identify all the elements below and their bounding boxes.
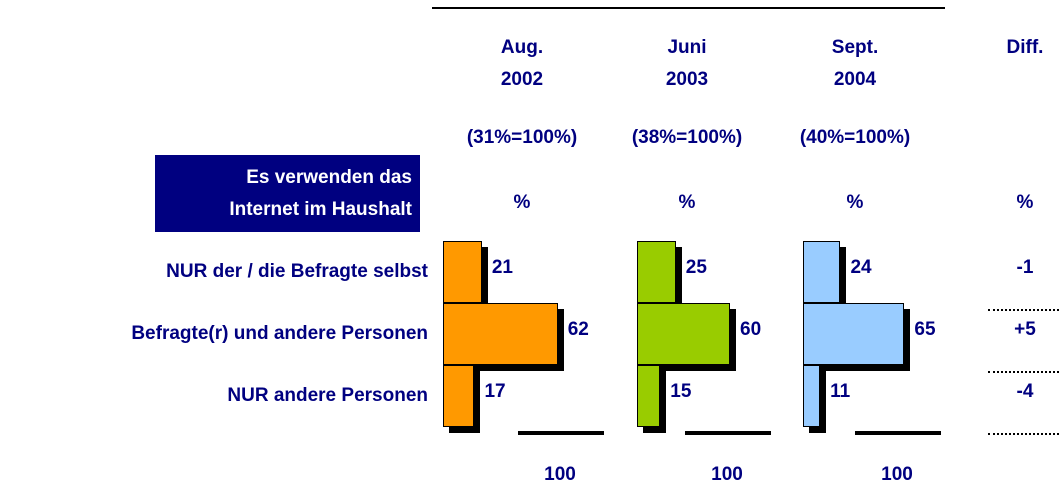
header-box <box>155 155 420 232</box>
column-header: Aug. 2002 <box>500 37 544 90</box>
total-rule <box>685 431 771 435</box>
bar <box>803 303 905 365</box>
total-rule <box>518 431 604 435</box>
bar <box>637 303 730 365</box>
row-label: Befragte(r) und andere Personen <box>131 323 428 344</box>
unit-label: % <box>513 192 531 213</box>
diff-separator <box>988 371 1059 373</box>
bar <box>637 241 676 303</box>
value-label: 60 <box>740 319 762 340</box>
column-header: Sept. 2004 <box>831 37 879 90</box>
total-label: 100 <box>881 464 913 485</box>
bar <box>637 365 661 427</box>
diff-value: +5 <box>1014 319 1036 340</box>
value-label: 21 <box>491 257 513 278</box>
diff-value: -4 <box>1016 381 1034 402</box>
value-label: 17 <box>484 381 506 402</box>
base-label: (31%=100%) <box>466 127 578 148</box>
base-label: (40%=100%) <box>799 127 911 148</box>
unit-label: % <box>846 192 864 213</box>
value-label: 62 <box>567 319 589 340</box>
diff-header: Diff. <box>1006 37 1044 58</box>
base-label: (38%=100%) <box>631 127 743 148</box>
unit-label: % <box>678 192 696 213</box>
top-rule <box>432 7 945 9</box>
bar <box>443 303 558 365</box>
bar <box>443 241 482 303</box>
diff-value: -1 <box>1016 257 1034 278</box>
total-label: 100 <box>711 464 743 485</box>
value-label: 25 <box>685 257 707 278</box>
row-label: NUR andere Personen <box>227 385 428 406</box>
row-label: NUR der / die Befragte selbst <box>166 261 428 282</box>
value-label: 15 <box>670 381 692 402</box>
total-rule <box>855 431 941 435</box>
bar <box>443 365 475 427</box>
box-label: Es verwenden das Internet im Haushalt <box>229 167 412 220</box>
bar <box>803 365 821 427</box>
column-header: Juni 2003 <box>665 37 709 90</box>
total-label: 100 <box>544 464 576 485</box>
value-label: 24 <box>850 257 872 278</box>
value-label: 11 <box>830 381 851 402</box>
diff-separator <box>988 433 1059 435</box>
unit-label: % <box>1016 192 1034 213</box>
bar <box>803 241 841 303</box>
value-label: 65 <box>914 319 936 340</box>
diff-separator <box>988 309 1059 311</box>
